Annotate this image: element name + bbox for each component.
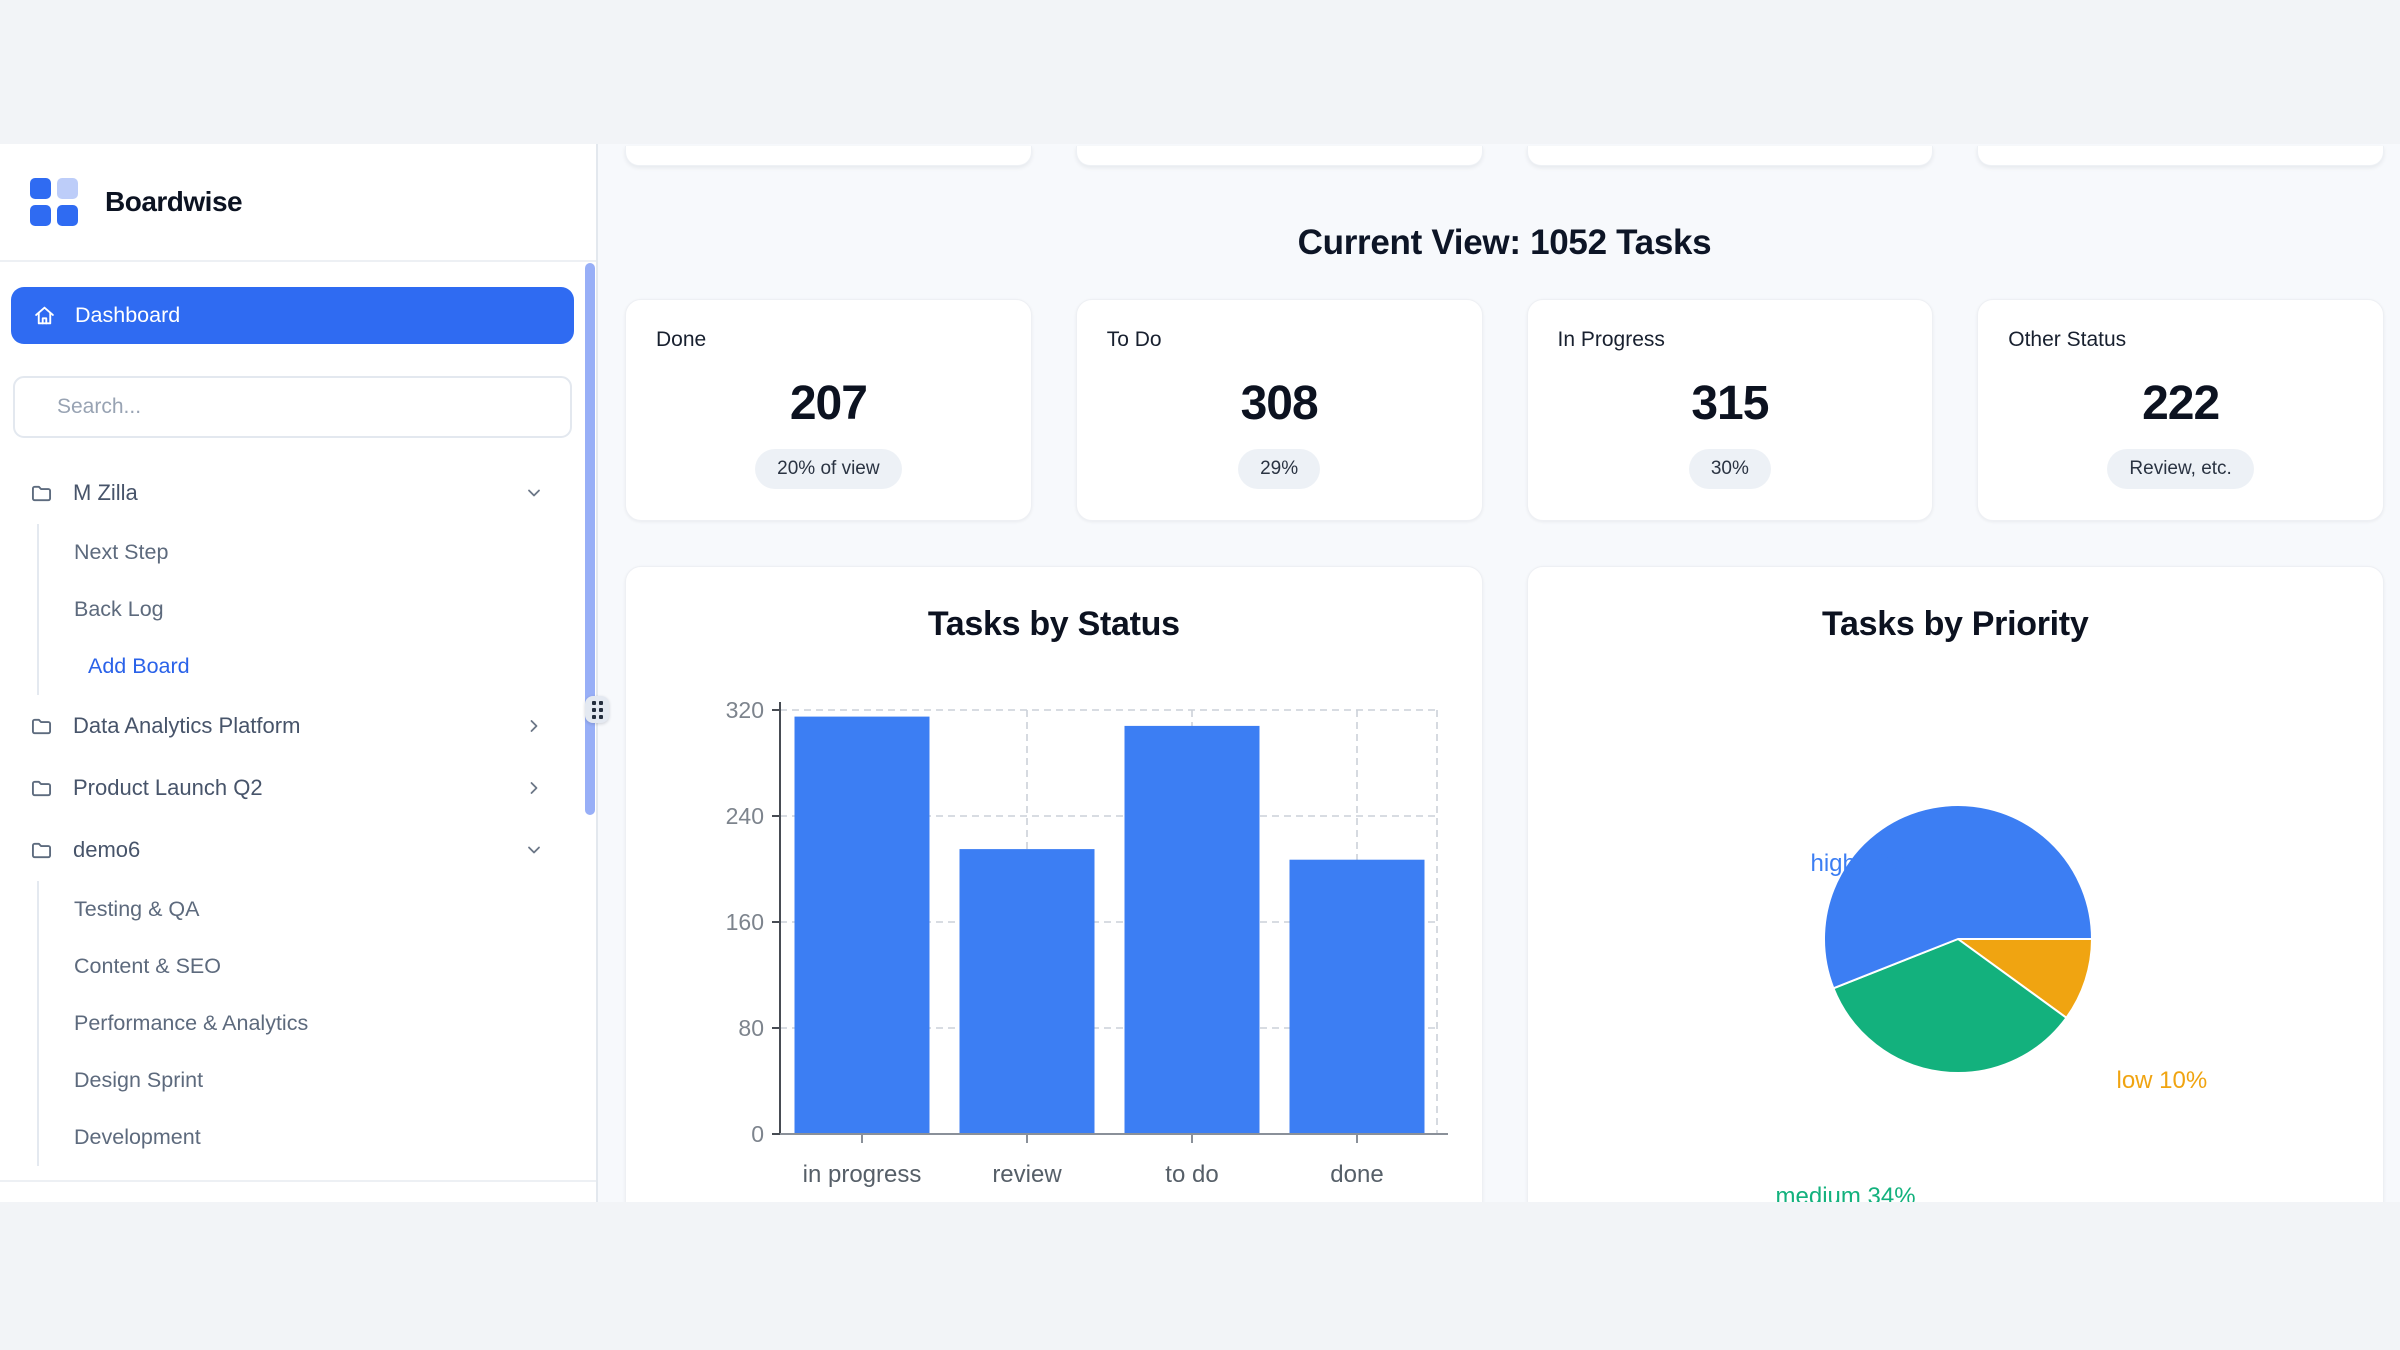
chevron-down-icon[interactable] <box>524 840 544 860</box>
bar-done[interactable] <box>1289 859 1425 1134</box>
folder-icon <box>30 777 53 800</box>
demo6-children: Testing & QA Content & SEO Performance &… <box>37 881 596 1166</box>
sidebar-header: Boardwise <box>0 144 596 262</box>
x-label-done: done <box>1330 1161 1383 1188</box>
pie-chart <box>1822 804 2093 1074</box>
sidebar-tree: M Zilla Next Step Back Log Add Board Dat… <box>0 462 596 1182</box>
card-sliver <box>625 146 1032 166</box>
x-label-review: review <box>992 1161 1062 1188</box>
stat-value: 222 <box>2142 377 2220 430</box>
chevron-right-icon[interactable] <box>524 716 544 736</box>
sidebar: Boardwise Dashboard M Zilla N <box>0 144 598 1202</box>
main-content: Current View: 1052 Tasks Done 207 20% of… <box>598 144 2400 1202</box>
y-tick-240: 240 <box>726 803 764 829</box>
stat-badge: 20% of view <box>755 449 902 489</box>
scrolled-cards-row <box>625 146 2384 166</box>
sidebar-scrollbar[interactable] <box>585 263 595 815</box>
page-title: Current View: 1052 Tasks <box>1297 223 1712 262</box>
pie-slice-high[interactable] <box>1822 804 2093 990</box>
stat-card-other-status: Other Status 222 Review, etc. <box>1977 299 2384 521</box>
stat-card-done: Done 207 20% of view <box>625 299 1032 521</box>
sidebar-item-label: demo6 <box>73 837 141 862</box>
stat-badge: 30% <box>1688 449 1771 489</box>
card-sliver <box>1977 146 2384 166</box>
board-item-next-step[interactable]: Next Step <box>74 540 169 564</box>
sidebar-item-label: Data Analytics Platform <box>73 713 301 738</box>
pie-chart-title: Tasks by Priority <box>1822 605 2089 643</box>
charts-row: Tasks by Status <box>625 566 2384 1202</box>
bar-chart-card: Tasks by Status <box>625 566 1483 1202</box>
pie-slices <box>1822 804 2093 1074</box>
pie-chart-card: Tasks by Priority high 56% medium 34% lo… <box>1526 566 2384 1202</box>
stat-label: In Progress <box>1557 328 1665 351</box>
sidebar-resize-handle[interactable] <box>585 696 609 723</box>
chevron-down-icon[interactable] <box>524 483 544 503</box>
folder-icon <box>30 839 53 862</box>
folder-icon <box>30 715 53 738</box>
sidebar-item-product-launch-q2[interactable]: Product Launch Q2 <box>0 757 596 819</box>
pie-slice-low[interactable] <box>1956 938 2093 1019</box>
pie-label-low: low 10% <box>2116 1067 2208 1094</box>
y-tick-80: 80 <box>738 1015 764 1041</box>
stat-label: Done <box>656 328 707 351</box>
board-item-back-log[interactable]: Back Log <box>74 597 164 621</box>
stat-value: 207 <box>789 377 868 430</box>
stats-row: Done 207 20% of view To Do 308 29% In Pr… <box>625 299 2384 521</box>
card-sliver <box>1526 146 1934 166</box>
stat-card-in-progress: In Progress 315 30% <box>1526 299 1934 521</box>
stat-badge: Review, etc. <box>2107 449 2254 489</box>
stat-badge: 29% <box>1238 449 1321 489</box>
app-title: Boardwise <box>105 186 243 217</box>
pie-label-medium: medium 34% <box>1775 1183 1916 1202</box>
chevron-right-icon[interactable] <box>524 778 544 798</box>
m-zilla-children: Next Step Back Log Add Board <box>37 524 596 695</box>
sidebar-item-data-analytics-platform[interactable]: Data Analytics Platform <box>0 695 596 757</box>
folder-icon <box>30 482 53 505</box>
x-label-to-do: to do <box>1165 1161 1218 1188</box>
y-tick-320: 320 <box>726 697 764 723</box>
bars <box>794 716 1425 1134</box>
bar-review[interactable] <box>959 849 1095 1134</box>
stat-value: 308 <box>1240 377 1319 430</box>
bar-in-progress[interactable] <box>794 716 930 1134</box>
y-tick-0: 0 <box>751 1121 764 1147</box>
board-item-testing-qa[interactable]: Testing & QA <box>74 897 200 921</box>
sidebar-item-m-zilla[interactable]: M Zilla <box>0 462 596 524</box>
pie-label-high: high 56% <box>1810 850 1911 877</box>
add-board-button[interactable]: Add Board <box>88 654 190 678</box>
stat-card-todo: To Do 308 29% <box>1075 299 1483 521</box>
y-tick-160: 160 <box>726 909 764 935</box>
bar-chart-title: Tasks by Status <box>927 605 1180 643</box>
board-item-development[interactable]: Development <box>74 1125 201 1149</box>
sidebar-item-label: M Zilla <box>73 480 138 505</box>
card-sliver <box>1075 146 1483 166</box>
sidebar-item-demo6[interactable]: demo6 <box>0 819 596 881</box>
bar-to-do[interactable] <box>1124 725 1260 1134</box>
home-icon <box>35 306 54 325</box>
stat-label: To Do <box>1106 328 1162 351</box>
x-label-in-progress: in progress <box>803 1161 922 1188</box>
dashboard-button[interactable]: Dashboard <box>11 287 574 344</box>
boardwise-logo-icon <box>30 178 78 226</box>
board-item-content-seo[interactable]: Content & SEO <box>74 954 221 978</box>
stat-value: 315 <box>1691 377 1769 430</box>
dashboard-button-label: Dashboard <box>75 303 181 327</box>
board-item-design-sprint[interactable]: Design Sprint <box>74 1068 204 1092</box>
board-item-performance-analytics[interactable]: Performance & Analytics <box>74 1011 309 1035</box>
stat-label: Other Status <box>2008 328 2127 351</box>
sidebar-item-label: Product Launch Q2 <box>73 775 263 800</box>
bar-chart: 320 240 160 80 0 in progress review to d… <box>726 697 1448 1188</box>
search-input[interactable] <box>13 376 572 438</box>
pie-slice-medium[interactable] <box>1831 938 2067 1074</box>
app-window: Boardwise Dashboard M Zilla N <box>0 144 2400 1202</box>
